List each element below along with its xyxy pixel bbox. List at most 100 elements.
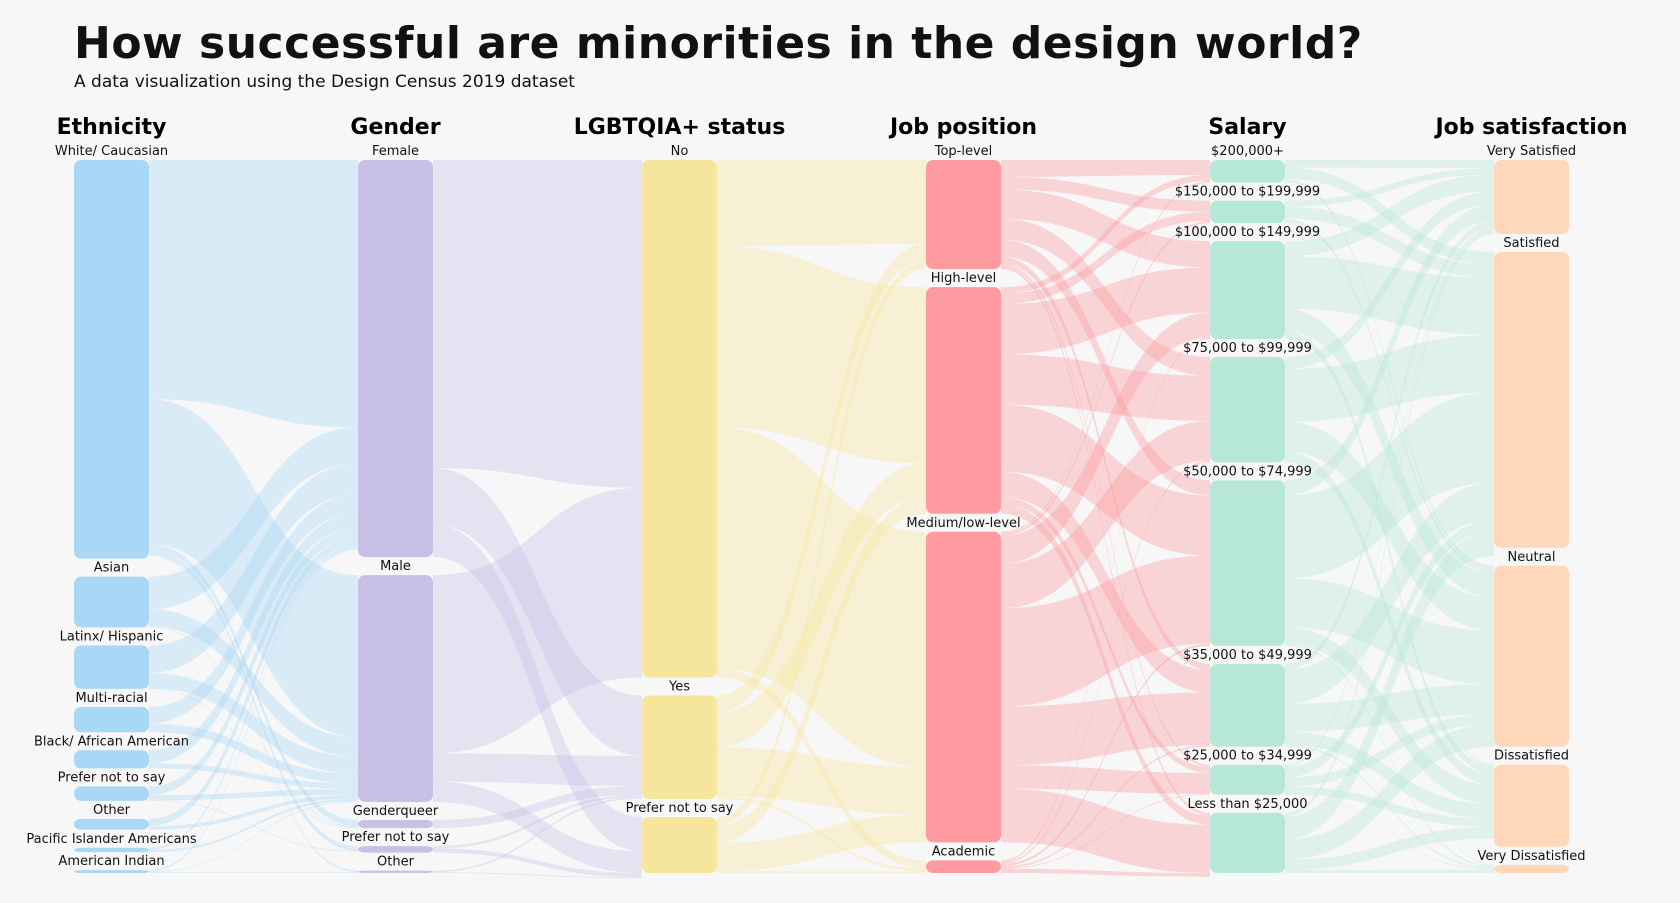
column-header-gender: Gender	[350, 115, 440, 140]
link-job-position-1-to-7	[1001, 503, 1210, 825]
link-job-position-1-to-1	[1001, 211, 1210, 304]
link-job-position-2-to-2	[1001, 312, 1210, 564]
node-salary-25-000-to-34-999	[1210, 764, 1285, 795]
node-ethnicity-multi-racial	[74, 706, 149, 733]
label-salary-100-000-to-149-999: $100,000 to $149,999	[1175, 225, 1320, 240]
label-ethnicity-latinx-hispanic: Latinx/ Hispanic	[60, 629, 164, 644]
node-job-position-high-level	[926, 287, 1001, 514]
link-salary-0-to-1	[1285, 167, 1494, 265]
link-ethnicity-1-to-1	[149, 609, 358, 757]
label-ethnicity-prefer-not-to-say: Prefer not to say	[58, 770, 166, 785]
link-job-position-1-to-2	[1001, 267, 1210, 355]
link-gender-3-to-2	[433, 848, 642, 878]
node-job-satisfaction-very-dissatisfied	[1494, 864, 1569, 873]
link-job-position-1-to-4	[1001, 404, 1210, 556]
link-job-position-2-to-6	[1001, 765, 1210, 795]
node-gender-prefer-not-to-say	[358, 846, 433, 853]
link-gender-4-to-1	[433, 797, 642, 873]
link-ethnicity-4-to-1	[149, 763, 358, 790]
link-salary-7-to-1	[1285, 531, 1494, 840]
link-lgbtqia-status-1-to-0	[717, 243, 926, 713]
label-salary-50-000-to-74-999: $50,000 to $74,999	[1183, 464, 1312, 479]
link-job-position-1-to-3	[1001, 354, 1210, 421]
link-job-position-1-to-6	[1001, 497, 1210, 773]
link-job-position-2-to-5	[1001, 692, 1210, 766]
link-salary-6-to-4	[1285, 794, 1494, 870]
link-ethnicity-5-to-0	[149, 527, 358, 796]
link-gender-1-to-1	[433, 753, 642, 787]
link-salary-7-to-4	[1285, 869, 1494, 873]
link-ethnicity-5-to-3	[149, 800, 358, 852]
node-job-satisfaction-satisfied	[1494, 251, 1569, 548]
link-lgbtqia-status-0-to-1	[717, 246, 926, 464]
label-job-satisfaction-very-dissatisfied: Very Dissatisfied	[1477, 849, 1585, 864]
link-ethnicity-0-to-3	[149, 549, 358, 851]
link-gender-0-to-0	[433, 160, 642, 488]
node-ethnicity-black-african-american	[74, 750, 149, 769]
link-salary-5-to-1	[1285, 482, 1494, 704]
node-ethnicity-american-indian	[74, 870, 149, 873]
link-salary-3-to-2	[1285, 421, 1494, 631]
link-ethnicity-2-to-1	[149, 672, 358, 774]
link-gender-1-to-0	[433, 487, 642, 754]
link-gender-1-to-2	[433, 781, 642, 873]
sankey-links	[149, 160, 1494, 879]
node-ethnicity-latinx-hispanic	[74, 645, 149, 689]
link-job-position-2-to-0	[1001, 181, 1210, 534]
link-gender-0-to-2	[433, 524, 642, 852]
node-salary-100-000-to-149-999	[1210, 241, 1285, 339]
link-ethnicity-1-to-2	[149, 626, 358, 828]
label-job-satisfaction-neutral: Neutral	[1508, 550, 1556, 565]
column-header-salary: Salary	[1208, 115, 1286, 140]
link-salary-5-to-2	[1285, 684, 1494, 732]
node-ethnicity-asian	[74, 576, 149, 628]
node-ethnicity-prefer-not-to-say	[74, 786, 149, 801]
node-job-position-medium-low-level	[926, 531, 1001, 843]
node-ethnicity-other	[74, 818, 149, 830]
link-salary-2-to-3	[1285, 331, 1494, 775]
node-salary-200-000	[1210, 160, 1285, 183]
link-salary-7-to-0	[1285, 229, 1494, 817]
label-ethnicity-asian: Asian	[94, 561, 129, 576]
node-gender-other	[358, 870, 433, 873]
link-ethnicity-5-to-1	[149, 789, 358, 801]
link-job-position-3-to-7	[1001, 868, 1210, 877]
link-ethnicity-7-to-1	[149, 798, 358, 853]
link-salary-2-to-1	[1285, 256, 1494, 335]
node-job-position-top-level	[926, 160, 1001, 270]
label-job-position-academic: Academic	[932, 844, 995, 859]
label-ethnicity-white-caucasian: White/ Caucasian	[55, 144, 168, 159]
label-ethnicity-multi-racial: Multi-racial	[75, 691, 147, 706]
link-ethnicity-6-to-1	[149, 794, 358, 830]
link-lgbtqia-status-0-to-2	[717, 427, 926, 767]
node-job-position-academic	[926, 860, 1001, 873]
node-job-satisfaction-very-satisfied	[1494, 160, 1569, 234]
link-job-position-2-to-3	[1001, 420, 1210, 609]
node-job-satisfaction-dissatisfied	[1494, 764, 1569, 847]
label-job-position-medium-low-level: Medium/low-level	[906, 516, 1020, 531]
node-salary-less-than-25-000	[1210, 812, 1285, 873]
link-ethnicity-0-to-4	[149, 554, 358, 873]
link-salary-1-to-3	[1285, 222, 1494, 767]
link-ethnicity-7-to-0	[149, 545, 358, 850]
link-salary-3-to-1	[1285, 334, 1494, 422]
label-ethnicity-pacific-islander-americans: Pacific Islander Americans	[26, 832, 196, 847]
link-job-position-0-to-4	[1001, 239, 1210, 496]
label-salary-25-000-to-34-999: $25,000 to $34,999	[1183, 749, 1312, 764]
link-job-position-1-to-0	[1001, 175, 1210, 294]
node-gender-female	[358, 160, 433, 558]
link-salary-0-to-0	[1285, 160, 1494, 169]
link-gender-4-to-2	[433, 872, 642, 879]
link-salary-7-to-3	[1285, 827, 1494, 870]
link-job-position-2-to-7	[1001, 788, 1210, 873]
link-lgbtqia-status-2-to-3	[717, 871, 926, 873]
node-salary-150-000-to-199-999	[1210, 200, 1285, 224]
link-job-position-0-to-0	[1001, 160, 1210, 177]
link-ethnicity-3-to-0	[149, 494, 358, 724]
link-salary-6-to-1	[1285, 519, 1494, 778]
label-ethnicity-black-african-american: Black/ African American	[34, 734, 189, 749]
link-salary-6-to-3	[1285, 786, 1494, 828]
link-salary-3-to-4	[1285, 461, 1494, 866]
link-lgbtqia-status-1-to-1	[717, 463, 926, 748]
